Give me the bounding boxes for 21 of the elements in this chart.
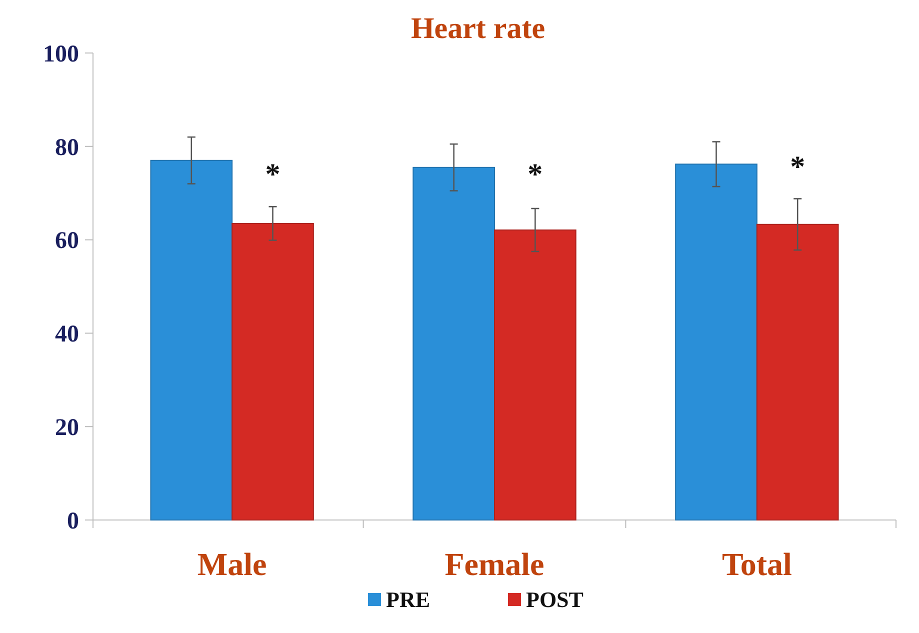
bar: [675, 164, 758, 520]
x-tick-label: Total: [722, 546, 792, 582]
y-tick-label: 40: [55, 322, 79, 348]
annotation: *: [790, 150, 806, 184]
bar: [756, 224, 839, 520]
y-tick-label: 100: [43, 41, 79, 68]
y-tick-label: 0: [67, 508, 79, 534]
bar: [150, 160, 233, 520]
x-tick-label: Female: [444, 546, 544, 582]
y-tick-label: 60: [55, 228, 79, 254]
legend-label: POST: [526, 587, 584, 612]
legend-label: PRE: [386, 587, 430, 612]
annotation: *: [528, 158, 543, 191]
bar: [494, 229, 576, 520]
y-tick-label: 80: [55, 134, 79, 161]
bar: [412, 166, 495, 520]
annotation: *: [265, 158, 280, 191]
x-tick-label: Male: [197, 546, 267, 582]
bar: [232, 222, 314, 520]
chart-title: Heart rate: [410, 12, 546, 45]
y-tick-label: 20: [55, 415, 79, 441]
